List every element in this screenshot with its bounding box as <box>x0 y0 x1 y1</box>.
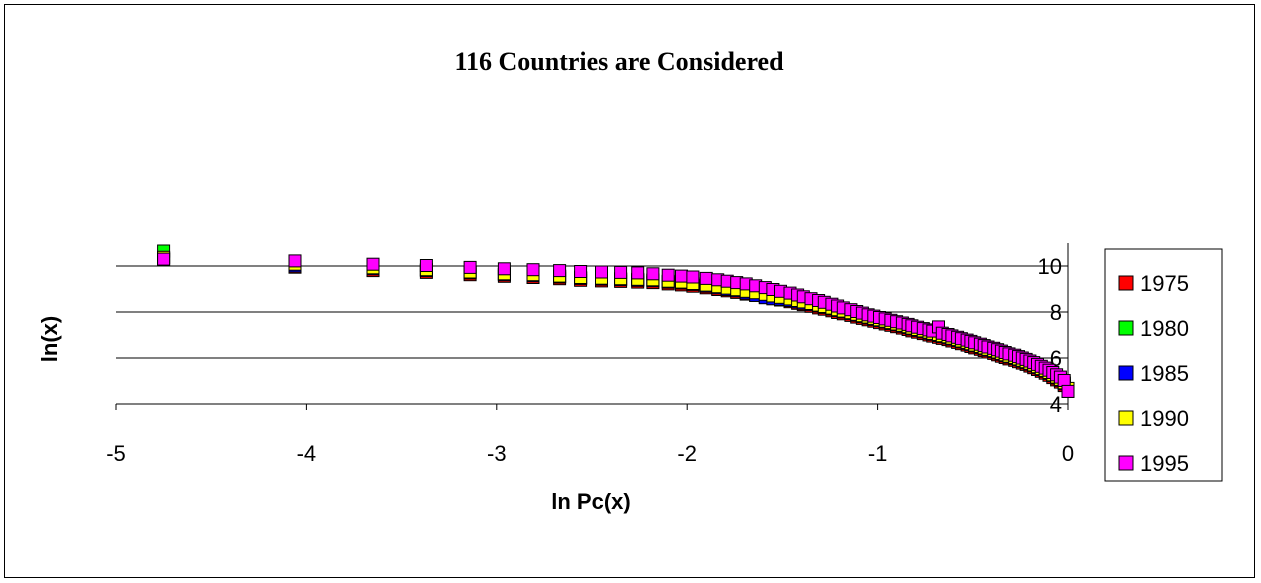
legend-swatch-1980 <box>1118 320 1134 336</box>
marker-1995 <box>526 263 540 277</box>
chart-title: 116 Countries are Considered <box>454 47 784 76</box>
x-axis-title: ln Pc(x) <box>551 489 630 514</box>
marker-1995 <box>463 260 477 274</box>
chart-frame: 116 Countries are Considered -5 -4 -3 -2 -1 0… <box>4 4 1255 578</box>
marker-1995 <box>497 262 511 276</box>
y-tick-label: 10 <box>1038 254 1062 279</box>
y-tick-label: 4 <box>1050 392 1062 417</box>
marker-1995 <box>1057 374 1071 387</box>
marker-1995 <box>646 267 660 281</box>
marker-1995 <box>686 270 700 284</box>
marker-1995 <box>157 252 171 266</box>
legend-label-1995: 1995 <box>1140 451 1189 476</box>
marker-1995 <box>631 266 645 280</box>
marker-1995 <box>1061 384 1075 398</box>
x-tick-label: -5 <box>106 441 126 466</box>
gridlines <box>116 265 1068 359</box>
x-tick-labels: -5 -4 -3 -2 -1 0 <box>106 441 1074 466</box>
legend-label-1975: 1975 <box>1140 271 1189 296</box>
marker-1995 <box>366 257 380 271</box>
marker-1995 <box>595 265 608 279</box>
chart-svg: 116 Countries are Considered -5 -4 -3 -2 -1 0… <box>37 47 1223 514</box>
marker-1995 <box>288 254 302 268</box>
x-tick-label: 0 <box>1062 441 1074 466</box>
y-axis-title: ln(x) <box>37 316 62 362</box>
legend-swatch-1995 <box>1118 455 1134 471</box>
plot-markers <box>157 244 1075 398</box>
x-tick-label: -2 <box>677 441 697 466</box>
x-tick-label: -4 <box>297 441 317 466</box>
x-tick-label: -1 <box>868 441 888 466</box>
marker-1995 <box>699 271 713 285</box>
legend-swatch-1975 <box>1118 275 1134 291</box>
marker-1995 <box>574 265 588 278</box>
legend-swatch-1985 <box>1118 365 1134 381</box>
marker-1995 <box>553 264 567 278</box>
axes <box>115 243 1069 410</box>
legend-label-1990: 1990 <box>1140 406 1189 431</box>
marker-1995 <box>419 259 433 272</box>
legend-label-1985: 1985 <box>1140 361 1189 386</box>
legend-label-1980: 1980 <box>1140 316 1189 341</box>
y-tick-label: 8 <box>1050 300 1062 325</box>
x-tick-label: -3 <box>487 441 507 466</box>
marker-1995 <box>661 268 675 282</box>
marker-1995 <box>614 265 628 279</box>
marker-1995 <box>675 269 688 283</box>
legend: 1975 1980 1985 1990 1995 <box>1104 248 1223 482</box>
legend-swatch-1990 <box>1118 410 1134 426</box>
